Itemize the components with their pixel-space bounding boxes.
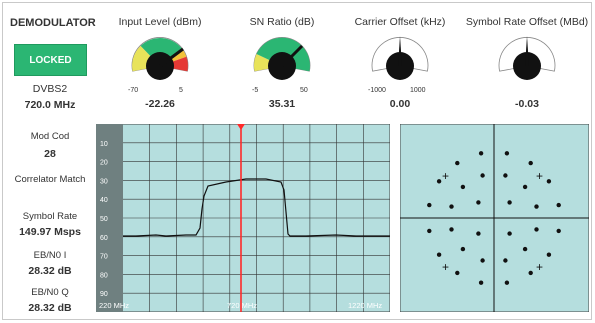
crosshair-bottom-left: + — [442, 260, 449, 274]
symbol-rate-offset-value: -0.03 — [515, 98, 539, 110]
spectrum-y-tick-label: 90 — [100, 291, 108, 298]
crosshair-bottom-right: + — [536, 260, 543, 274]
constellation-point — [455, 160, 460, 166]
sn-ratio-gauge — [253, 37, 311, 80]
constellation-point — [476, 231, 481, 236]
gauge-title-sn-ratio: SN Ratio (dB) — [249, 16, 315, 28]
spectrum-grid — [123, 124, 390, 312]
input-level-scale-min: -70 — [128, 87, 139, 94]
constellation-point — [534, 227, 539, 232]
constellation-point — [436, 179, 442, 184]
spectrum-y-tick-label: 50 — [100, 216, 108, 223]
constellation-point — [546, 179, 552, 184]
constellation-point — [427, 228, 432, 234]
constellation-point — [460, 184, 466, 190]
constellation-point — [507, 231, 512, 236]
constellation-point — [436, 252, 442, 257]
ebn0-q-value: 28.32 dB — [28, 302, 72, 314]
gauge-title-symbol-rate-offset: Symbol Rate Offset (MBd) — [465, 16, 589, 28]
ebn0-q-label: EB/N0 Q — [31, 287, 69, 298]
crosshair-top-right: + — [536, 169, 543, 183]
carrier-offset-gauge — [371, 36, 429, 80]
input-level-value: -22.26 — [145, 98, 175, 110]
x-label-start: 220 MHz — [99, 301, 129, 310]
spectrum-y-tick-label: 40 — [100, 197, 108, 204]
constellation-point — [546, 252, 552, 257]
marker-handle-icon — [237, 124, 245, 130]
constellation-point — [480, 258, 485, 263]
constellation-point — [522, 246, 528, 252]
constellation-point — [460, 246, 466, 252]
carrier-offset-scale-min: -1000 — [368, 87, 386, 94]
constellation-point — [427, 202, 432, 208]
correlator-match-label: Correlator Match — [14, 174, 86, 185]
constellation-display: + + + + — [400, 124, 589, 312]
spectrum-display[interactable]: 10 20 30 40 50 60 70 80 90 220 MHz 720 MHz 1220 … — [96, 124, 390, 312]
ebn0-i-label: EB/N0 I — [33, 250, 67, 261]
constellation-point — [478, 151, 484, 156]
constellation-point — [503, 173, 508, 178]
spectrum-y-tick-label: 30 — [100, 178, 108, 185]
constellation-point — [449, 227, 454, 232]
spectrum-y-tick-label: 80 — [100, 272, 108, 279]
spectrum-y-tick-label: 60 — [100, 235, 108, 242]
spectrum-scale-sidebar — [96, 124, 123, 312]
symbol-rate-value: 149.97 Msps — [19, 226, 81, 238]
constellation-point — [449, 204, 454, 209]
modcod-label: Mod Cod — [30, 131, 70, 142]
symbol-rate-label: Symbol Rate — [22, 211, 78, 222]
x-label-end: 1220 MHz — [348, 301, 382, 310]
constellation-point — [455, 270, 460, 276]
constellation-point — [507, 200, 512, 205]
demodulator-title: DEMODULATOR — [10, 17, 96, 29]
instrument-frame — [2, 2, 592, 320]
symbol-rate-offset-gauge — [498, 36, 556, 80]
constellation-points — [427, 151, 561, 285]
input-level-gauge — [131, 37, 189, 80]
gauge-title-carrier-offset: Carrier Offset (kHz) — [354, 16, 446, 28]
spectrum-y-ticks: 10 20 30 40 50 60 70 80 90 — [100, 141, 108, 298]
constellation-point — [528, 270, 533, 276]
spectrum-trace — [123, 178, 390, 237]
frequency-value: 720.0 MHz — [24, 99, 76, 111]
constellation-point — [522, 184, 528, 190]
sn-ratio-scale-min: -5 — [252, 87, 259, 94]
constellation-point — [504, 151, 510, 156]
constellation-point — [476, 200, 481, 205]
sn-ratio-value: 35.31 — [268, 98, 296, 110]
constellation-point — [504, 280, 510, 285]
carrier-offset-scale-max: 1000 — [410, 87, 426, 94]
constellation-point — [534, 204, 539, 209]
constellation-point — [480, 173, 485, 178]
x-label-center: 720 MHz — [227, 301, 257, 310]
spectrum-y-tick-label: 70 — [100, 254, 108, 261]
crosshair-top-left: + — [442, 169, 449, 183]
lock-status-badge: LOCKED — [14, 44, 87, 76]
constellation-point — [478, 280, 484, 285]
input-level-scale-max: 5 — [179, 87, 183, 94]
spectrum-y-tick-label: 20 — [100, 160, 108, 167]
standard-label: DVBS2 — [32, 83, 68, 95]
spectrum-y-tick-label: 10 — [100, 141, 108, 148]
modcod-value: 28 — [44, 148, 56, 160]
gauge-title-input-level: Input Level (dBm) — [118, 16, 202, 28]
carrier-offset-value: 0.00 — [389, 98, 411, 110]
constellation-point — [556, 202, 561, 208]
sn-ratio-scale-max: 50 — [300, 87, 308, 94]
constellation-point — [528, 160, 533, 166]
constellation-point — [556, 228, 561, 234]
constellation-point — [503, 258, 508, 263]
ebn0-i-value: 28.32 dB — [28, 265, 72, 277]
